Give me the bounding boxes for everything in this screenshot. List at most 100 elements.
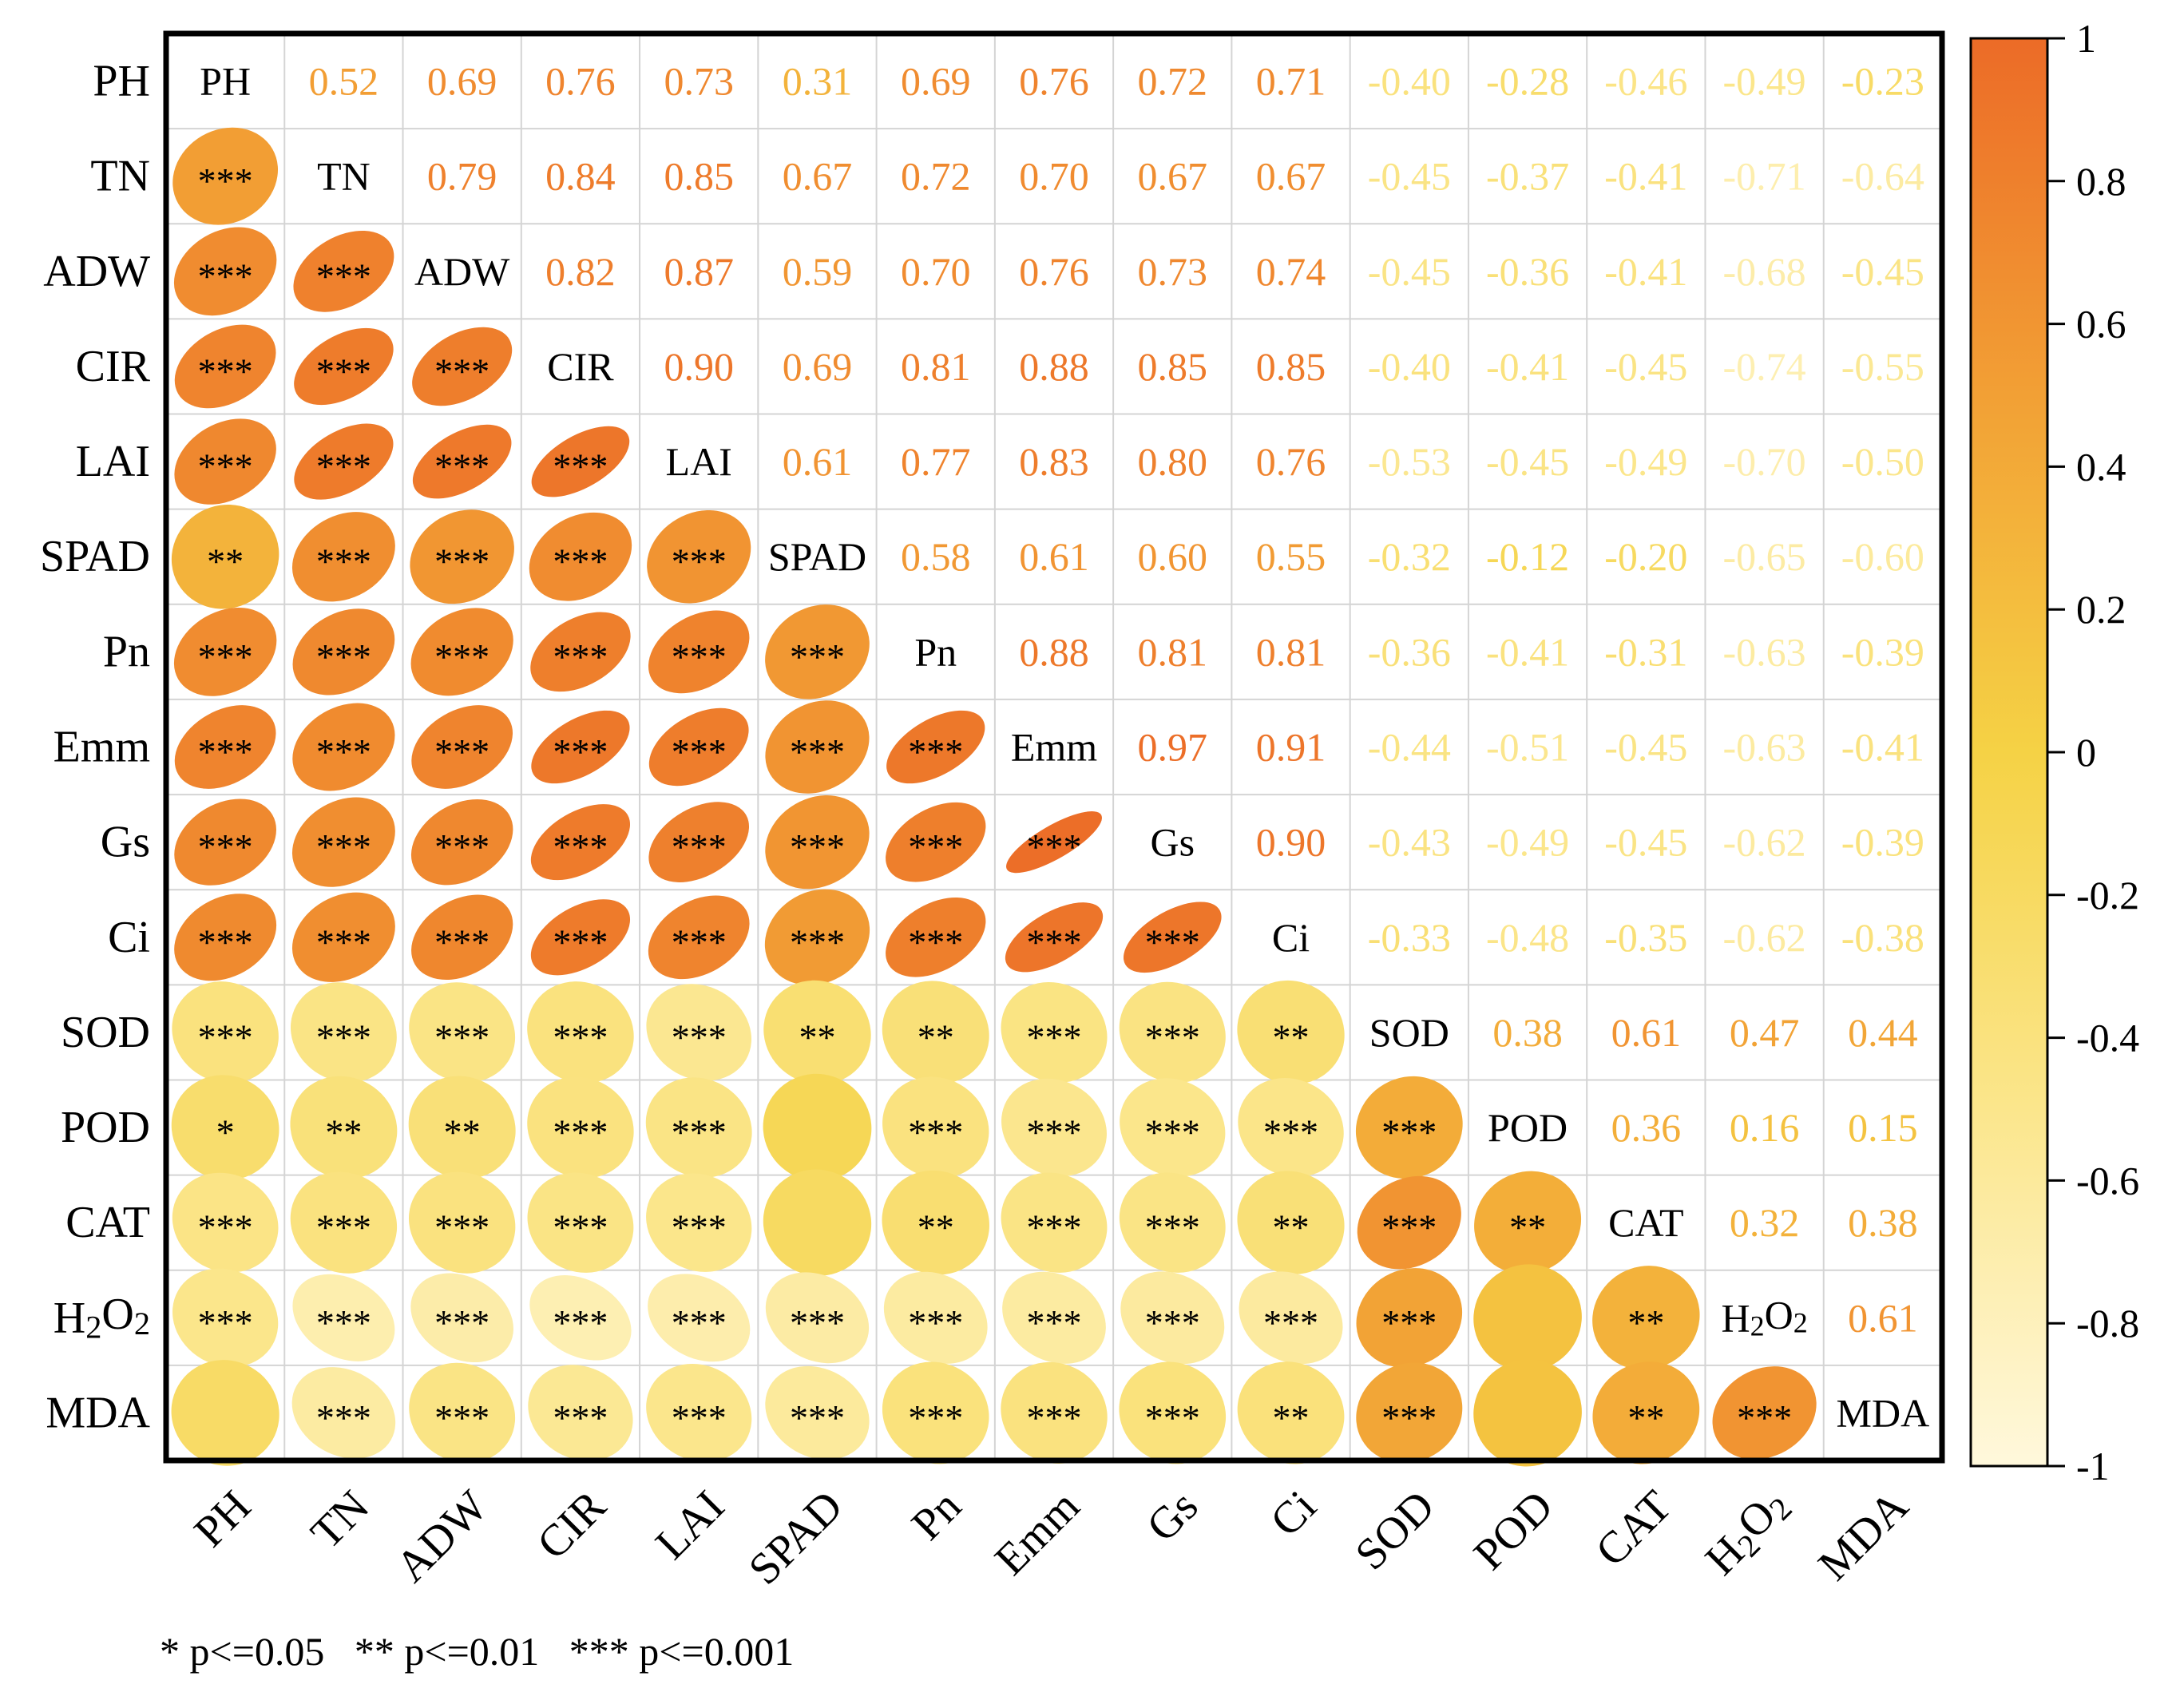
significance-mark: ** (1273, 1016, 1310, 1057)
correlation-ellipse (1119, 981, 1226, 1084)
significance-mark: *** (1263, 1302, 1318, 1343)
correlation-value: -0.45 (1604, 344, 1687, 389)
row-label: Pn (103, 627, 150, 676)
correlation-ellipse (1005, 902, 1104, 973)
correlation-ellipse (1237, 1171, 1345, 1274)
diagonal-label: Gs (1150, 820, 1195, 865)
correlation-value: 0.69 (783, 344, 853, 389)
correlation-ellipse (529, 1275, 632, 1361)
correlation-value: 0.52 (309, 59, 379, 104)
correlation-ellipse (410, 799, 513, 886)
correlation-value: 0.47 (1730, 1010, 1800, 1055)
significance-mark: *** (434, 351, 489, 391)
column-label: Emm (985, 1481, 1089, 1585)
significance-mark: *** (553, 1207, 608, 1248)
column-labels: PH TN ADW CIR LAI SPAD Pn Emm Gs Ci SOD POD CAT H2O2 M… (185, 1479, 1919, 1595)
significance-mark: *** (553, 541, 608, 582)
correlation-ellipse (1592, 1266, 1700, 1370)
significance-mark: *** (1027, 1302, 1082, 1343)
correlation-value: 0.85 (664, 154, 734, 199)
significance-mark: *** (553, 826, 608, 867)
correlation-value: -0.37 (1486, 154, 1569, 199)
correlation-value: -0.45 (1368, 154, 1451, 199)
correlation-value: -0.48 (1486, 915, 1569, 960)
correlation-value: -0.50 (1841, 439, 1924, 484)
significance-mark: *** (908, 1302, 963, 1343)
column-label: Ci (1261, 1481, 1326, 1546)
diagonal-label: Pn (914, 629, 957, 674)
correlation-ellipse (883, 1271, 988, 1364)
correlation-ellipse (1123, 902, 1222, 973)
significance-mark: *** (790, 636, 845, 677)
matrix-grid (166, 34, 1942, 1460)
correlation-ellipse (764, 889, 870, 985)
significance-mark: ** (207, 541, 244, 582)
correlation-ellipse (1238, 1078, 1344, 1178)
correlation-ellipse (412, 424, 512, 499)
correlation-ellipse (882, 1076, 989, 1179)
correlation-value: 0.16 (1730, 1105, 1800, 1150)
significance-mark: ** (918, 1016, 954, 1057)
significance-mark: *** (553, 921, 608, 962)
significance-mark: *** (1145, 1112, 1200, 1153)
diagonal-label: Emm (1011, 725, 1097, 770)
correlation-value: -0.36 (1486, 249, 1569, 294)
correlation-ellipse (1001, 981, 1108, 1083)
correlation-value: 0.82 (545, 249, 616, 294)
significance-mark: *** (1027, 1397, 1082, 1438)
correlation-ellipse (174, 799, 276, 886)
correlation-ellipse (527, 1172, 634, 1273)
significance-mark: *** (316, 826, 371, 867)
correlation-value: -0.71 (1723, 154, 1806, 199)
correlation-ellipse (411, 705, 513, 789)
correlation-ellipse (1239, 1271, 1343, 1365)
correlation-value: -0.60 (1841, 534, 1924, 579)
significance-mark: * (216, 1112, 235, 1153)
significance-mark: *** (790, 1397, 845, 1438)
significance-mark: *** (1145, 1302, 1200, 1343)
correlation-ellipse (1001, 1172, 1108, 1273)
correlation-ellipse (290, 1171, 398, 1274)
correlation-ellipse (765, 1272, 870, 1364)
diagonal-label: POD (1488, 1105, 1568, 1150)
significance-mark: *** (1145, 1016, 1200, 1057)
matrix-cells: PH 0.52 0.69 0.76 0.73 0.31 0.69 0.76 0.72 0.71 -0… (171, 59, 1929, 1467)
significance-mark: *** (908, 826, 963, 867)
correlation-value: 0.81 (1256, 629, 1326, 674)
row-label: H2O2 (54, 1290, 150, 1345)
correlation-ellipse (290, 982, 397, 1083)
correlation-ellipse (1237, 1361, 1345, 1464)
correlation-ellipse (174, 894, 277, 981)
row-label: ADW (43, 247, 150, 296)
correlation-value: 0.71 (1256, 59, 1326, 104)
column-label: POD (1465, 1481, 1563, 1579)
significance-mark: *** (672, 921, 727, 962)
column-label: CAT (1587, 1481, 1682, 1576)
correlation-ellipse (171, 1360, 279, 1466)
correlation-value: -0.46 (1604, 59, 1687, 104)
correlation-ellipse (527, 1076, 634, 1179)
significance-mark: *** (908, 1112, 963, 1153)
significance-mark: *** (198, 826, 253, 867)
correlation-ellipse (882, 1361, 989, 1464)
correlation-ellipse (528, 1365, 633, 1461)
diagonal-label: Ci (1272, 915, 1310, 960)
significance-mark: *** (316, 1302, 371, 1343)
correlation-ellipse (174, 418, 276, 505)
correlation-ellipse (765, 1365, 870, 1460)
significance-mark: *** (790, 826, 845, 867)
correlation-value: -0.70 (1723, 439, 1806, 484)
correlation-value: 0.81 (1138, 629, 1208, 674)
correlation-ellipse (292, 703, 395, 791)
correlation-ellipse (1001, 1361, 1108, 1464)
correlation-value: 0.61 (1611, 1010, 1682, 1055)
correlation-value: 0.76 (1019, 59, 1089, 104)
correlation-value: -0.28 (1486, 59, 1569, 104)
column-label: SOD (1346, 1481, 1445, 1579)
significance-mark: *** (1381, 1207, 1437, 1248)
significance-mark: ** (1627, 1302, 1664, 1343)
correlation-ellipse (171, 504, 279, 609)
correlation-ellipse (1712, 1366, 1817, 1460)
correlation-ellipse (410, 509, 514, 604)
